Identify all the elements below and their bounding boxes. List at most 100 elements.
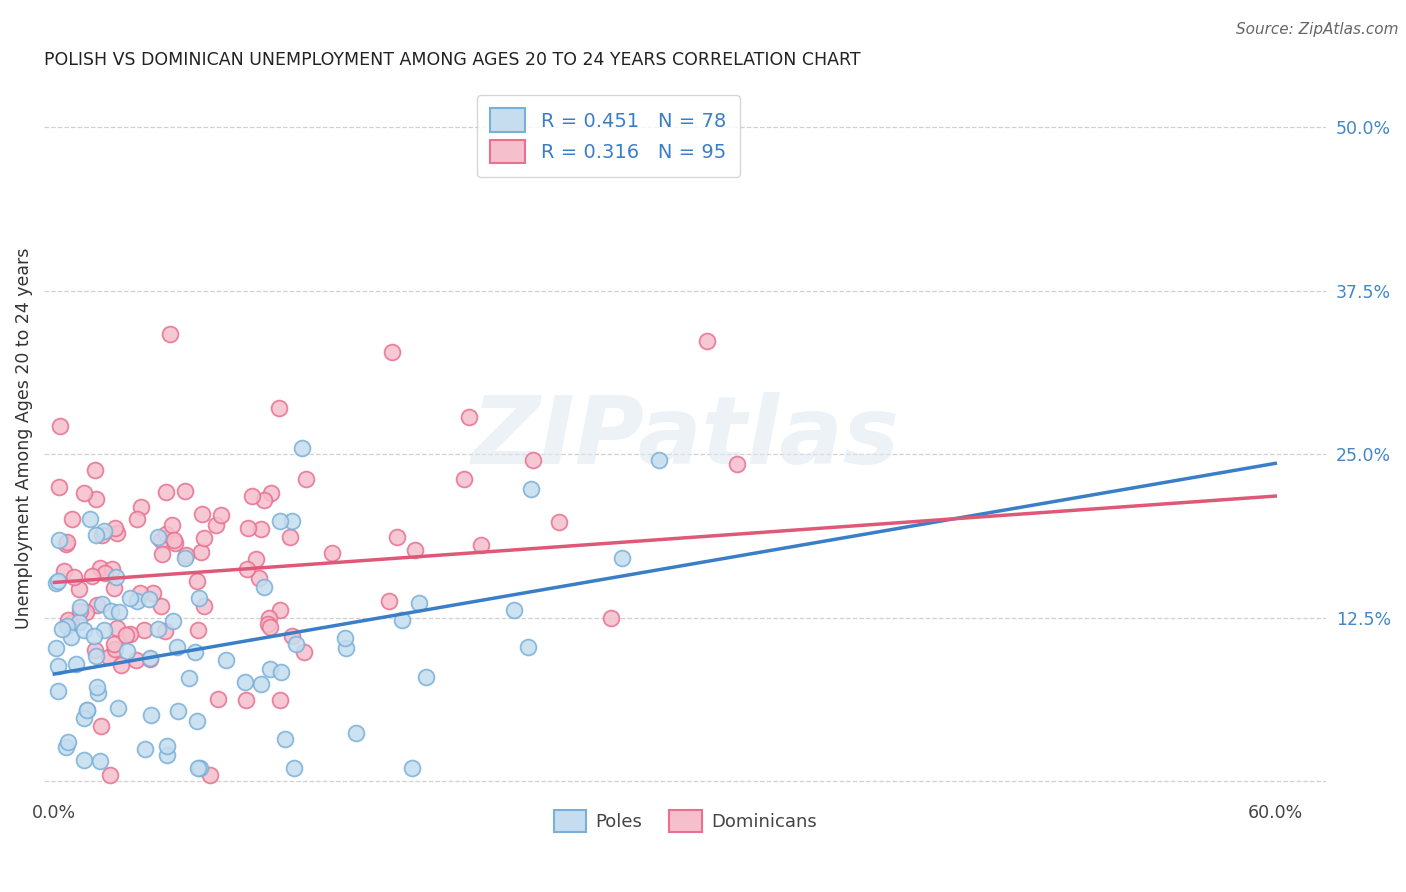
Point bbox=[125, 512, 148, 526]
Point bbox=[69, 600, 91, 615]
Point bbox=[58, 735, 80, 749]
Point bbox=[174, 483, 197, 498]
Point bbox=[253, 493, 276, 508]
Point bbox=[86, 599, 108, 613]
Point bbox=[73, 486, 96, 500]
Point bbox=[259, 662, 281, 676]
Point bbox=[236, 562, 259, 576]
Point bbox=[280, 629, 302, 643]
Point bbox=[401, 761, 423, 775]
Point bbox=[259, 486, 281, 500]
Point bbox=[98, 650, 121, 665]
Point bbox=[60, 631, 83, 645]
Point bbox=[56, 613, 79, 627]
Point bbox=[56, 619, 79, 633]
Point bbox=[129, 500, 152, 514]
Point bbox=[127, 594, 149, 608]
Point bbox=[91, 528, 114, 542]
Point bbox=[259, 620, 281, 634]
Point bbox=[155, 624, 177, 639]
Point bbox=[159, 326, 181, 341]
Point bbox=[107, 621, 129, 635]
Point bbox=[215, 653, 238, 667]
Point bbox=[103, 637, 125, 651]
Point bbox=[270, 665, 292, 679]
Point bbox=[295, 472, 318, 486]
Point bbox=[612, 550, 634, 565]
Point bbox=[470, 538, 492, 552]
Point bbox=[100, 604, 122, 618]
Point bbox=[108, 605, 131, 619]
Point bbox=[52, 564, 75, 578]
Point bbox=[138, 591, 160, 606]
Point bbox=[48, 481, 70, 495]
Point bbox=[165, 536, 187, 550]
Point bbox=[55, 740, 77, 755]
Point bbox=[186, 574, 208, 588]
Point bbox=[76, 703, 98, 717]
Point bbox=[250, 677, 273, 691]
Point bbox=[696, 334, 718, 348]
Point bbox=[257, 616, 280, 631]
Point bbox=[378, 594, 401, 608]
Point bbox=[51, 622, 73, 636]
Text: POLISH VS DOMINICAN UNEMPLOYMENT AMONG AGES 20 TO 24 YEARS CORRELATION CHART: POLISH VS DOMINICAN UNEMPLOYMENT AMONG A… bbox=[44, 51, 860, 69]
Point bbox=[86, 680, 108, 694]
Point bbox=[84, 528, 107, 542]
Point bbox=[453, 472, 475, 486]
Point bbox=[94, 566, 117, 580]
Point bbox=[49, 418, 72, 433]
Point bbox=[60, 511, 83, 525]
Point bbox=[87, 686, 110, 700]
Point bbox=[139, 651, 162, 665]
Point bbox=[73, 752, 96, 766]
Point bbox=[186, 714, 208, 728]
Point bbox=[292, 645, 315, 659]
Point bbox=[105, 570, 128, 584]
Point bbox=[647, 452, 669, 467]
Point bbox=[84, 643, 107, 657]
Point bbox=[233, 674, 256, 689]
Point bbox=[278, 531, 301, 545]
Point bbox=[73, 623, 96, 637]
Point bbox=[522, 452, 544, 467]
Point bbox=[86, 491, 108, 506]
Point bbox=[82, 568, 104, 582]
Point bbox=[269, 514, 291, 528]
Point bbox=[207, 691, 229, 706]
Point bbox=[75, 606, 97, 620]
Point bbox=[141, 586, 163, 600]
Point bbox=[269, 401, 291, 415]
Point bbox=[125, 653, 148, 667]
Text: Source: ZipAtlas.com: Source: ZipAtlas.com bbox=[1236, 22, 1399, 37]
Point bbox=[291, 441, 314, 455]
Point bbox=[177, 671, 200, 685]
Point bbox=[115, 627, 138, 641]
Point bbox=[46, 683, 69, 698]
Point bbox=[247, 571, 270, 585]
Point bbox=[67, 582, 90, 596]
Point bbox=[520, 482, 543, 496]
Point bbox=[93, 524, 115, 539]
Point bbox=[725, 457, 748, 471]
Point bbox=[129, 586, 152, 600]
Point bbox=[163, 533, 186, 548]
Point bbox=[141, 708, 163, 723]
Point bbox=[45, 641, 67, 656]
Point bbox=[250, 522, 273, 536]
Point bbox=[188, 761, 211, 775]
Point bbox=[146, 530, 169, 544]
Point bbox=[269, 603, 291, 617]
Point bbox=[149, 599, 172, 614]
Point bbox=[91, 597, 114, 611]
Point bbox=[103, 581, 125, 595]
Point bbox=[238, 521, 260, 535]
Point bbox=[176, 549, 198, 563]
Point bbox=[48, 574, 70, 588]
Point bbox=[162, 614, 184, 628]
Point bbox=[67, 615, 90, 629]
Point bbox=[408, 596, 430, 610]
Point bbox=[166, 640, 188, 655]
Point bbox=[283, 761, 305, 775]
Point bbox=[46, 658, 69, 673]
